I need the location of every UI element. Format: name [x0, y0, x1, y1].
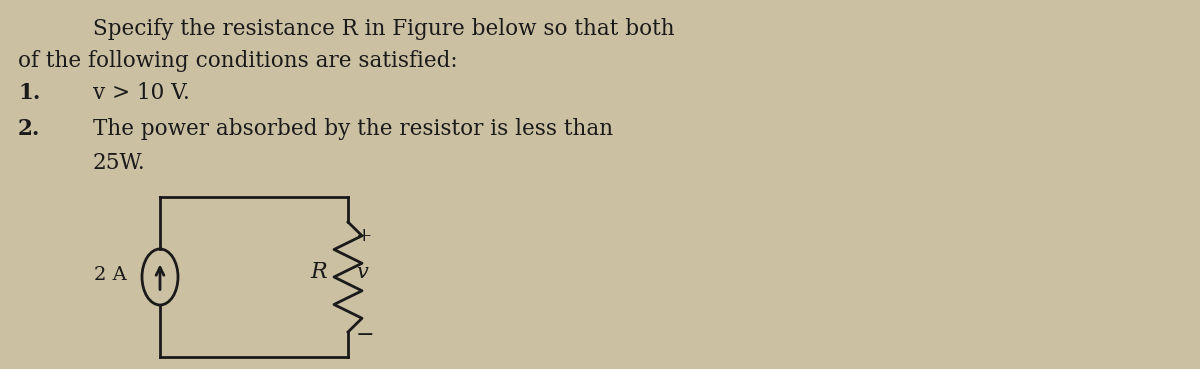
- Text: 25W.: 25W.: [94, 152, 145, 174]
- Text: 2.: 2.: [18, 118, 41, 140]
- Text: 2 A: 2 A: [94, 266, 127, 284]
- Text: v > 10 V.: v > 10 V.: [94, 82, 190, 104]
- Text: 1.: 1.: [18, 82, 41, 104]
- Text: v: v: [356, 263, 367, 283]
- Text: R: R: [310, 261, 326, 283]
- Text: The power absorbed by the resistor is less than: The power absorbed by the resistor is le…: [94, 118, 613, 140]
- Text: −: −: [356, 324, 374, 346]
- Text: +: +: [356, 227, 372, 245]
- Text: of the following conditions are satisfied:: of the following conditions are satisfie…: [18, 50, 457, 72]
- Text: Specify the resistance R in Figure below so that both: Specify the resistance R in Figure below…: [94, 18, 674, 40]
